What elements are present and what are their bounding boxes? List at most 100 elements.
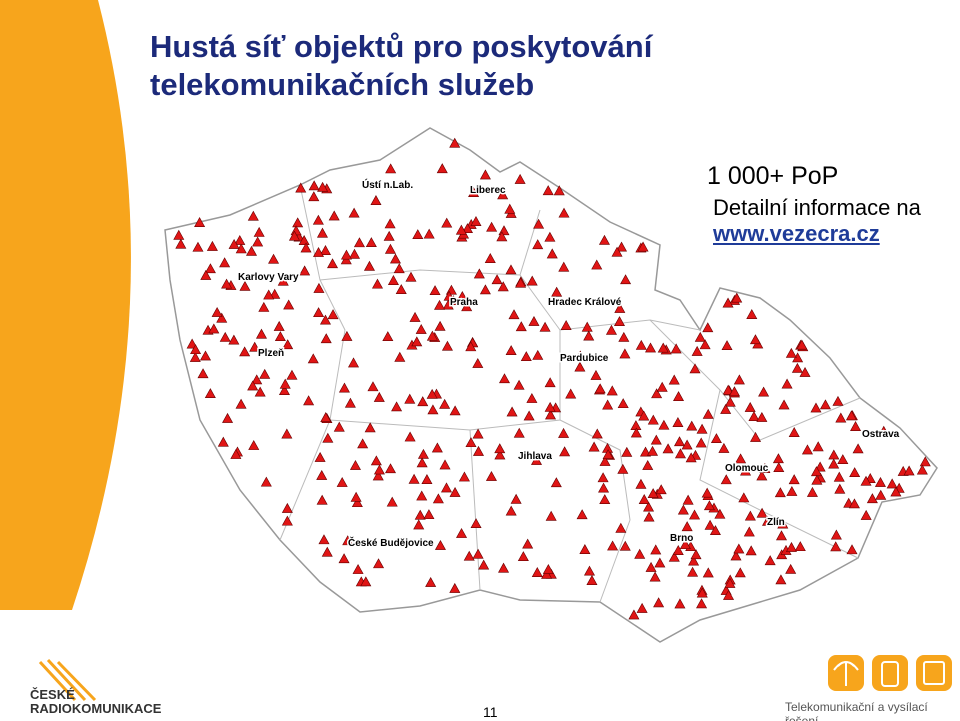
pop-marker [689,509,701,520]
pop-marker [594,383,606,394]
pop-marker [553,185,565,196]
pop-marker [637,241,649,252]
pop-marker [364,422,376,433]
pop-marker [775,574,787,585]
pop-marker [338,553,350,564]
pop-marker [685,452,697,463]
pop-marker [651,388,663,399]
pop-marker [682,494,694,505]
pop-marker [520,351,532,362]
pop-marker [866,493,878,504]
pop-marker [686,420,698,431]
city-label: Ostrava [862,429,900,440]
pop-marker [668,374,680,385]
pop-marker [617,463,629,474]
pop-marker [173,229,185,240]
pop-marker [365,237,377,248]
pop-marker [647,488,659,499]
pop-marker [414,509,426,520]
pop-marker [890,486,902,497]
pop-marker [472,445,485,456]
city-label: Jihlava [518,451,552,462]
link[interactable]: www.vezecra.cz [713,221,880,246]
pop-marker [504,203,516,214]
pop-marker [748,411,760,422]
pop-marker [875,489,887,500]
pop-marker [647,414,659,425]
pop-marker [416,490,428,501]
pop-marker [497,281,509,292]
pop-marker [579,544,591,554]
pop-marker [384,243,396,254]
pop-marker [576,509,588,520]
pop-marker [785,563,797,574]
pop-marker [367,381,379,392]
pop-marker [288,230,300,241]
pop-marker [370,455,382,466]
pop-marker [247,210,259,221]
pop-marker [544,401,556,412]
pop-marker [340,249,352,260]
pop-marker [434,299,446,310]
pop-marker [533,218,545,229]
pop-marker [733,374,745,385]
pop-marker [702,322,714,333]
pop-marker [728,386,740,397]
pop-marker [690,549,702,560]
pop-marker [389,253,401,264]
pop-marker [322,432,334,443]
pop-marker [416,457,428,468]
pop-marker [429,285,441,296]
pop-marker [307,353,319,364]
pop-marker [672,545,684,555]
pop-marker [720,474,732,485]
pop-marker [458,471,470,482]
pop-marker [694,331,706,342]
pop-marker [531,567,543,577]
city-label: Praha [450,297,478,308]
pop-marker [785,541,797,552]
pop-marker [217,436,229,447]
pop-marker [360,576,372,587]
pop-marker [204,388,216,398]
pop-marker [811,474,823,485]
pop-marker [221,278,233,289]
pop-marker [672,417,684,427]
pop-marker [599,456,611,466]
pop-marker [532,349,544,360]
pop-marker [541,568,553,579]
pop-marker [681,439,693,450]
pop-marker [699,339,711,350]
pop-marker [415,323,427,334]
pop-marker [701,487,713,498]
pop-marker [456,528,468,538]
pop-marker [417,396,429,407]
pop-marker [427,404,439,415]
pop-marker [860,475,872,486]
pop-marker [653,597,665,608]
pop-marker [523,410,535,421]
pop-marker [363,260,375,271]
pop-marker [605,324,617,335]
pop-marker [702,408,714,419]
pop-marker [279,378,291,389]
pop-marker [590,369,602,380]
pop-marker [781,378,793,389]
pop-marker [656,381,668,392]
pop-marker [472,548,484,559]
pop-marker [788,427,800,437]
pop-marker [470,518,482,529]
pop-marker [645,561,657,572]
pop-marker [696,423,708,434]
pop-marker [517,551,529,562]
pop-marker [830,541,842,552]
pop-marker [373,391,385,402]
pop-marker [668,551,680,562]
pop-marker [545,510,557,521]
pop-marker [491,274,503,285]
pop-marker [799,366,811,377]
title-line: Hustá síť objektů pro poskytování [150,29,653,64]
pop-marker [370,195,382,205]
pop-marker [721,340,733,351]
